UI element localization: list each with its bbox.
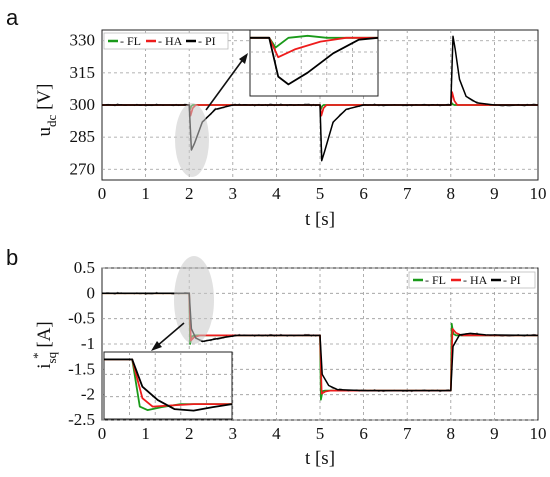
panel-a-xlabel: t [s]: [305, 209, 335, 230]
panel-a-xtick-label: 10: [530, 184, 547, 203]
panel-b-xtick-label: 9: [490, 424, 499, 443]
panel-b-ytick-label: -0.5: [68, 309, 95, 328]
panel-a-xtick-label: 9: [490, 184, 499, 203]
panel-a-legend-ha: - HA: [158, 34, 183, 48]
panel-b-xticks: 0 1 2 3 4 5 6 7 8 9 10: [98, 424, 547, 443]
panel-a-xtick-label: 5: [316, 184, 325, 203]
panel-b-yticks: 0.5 0 -0.5 -1 -1.5 -2 -2.5: [68, 258, 95, 429]
panel-b-xtick-label: 4: [272, 424, 281, 443]
panel-a-xtick-label: 3: [229, 184, 238, 203]
panel-b-xtick-label: 10: [530, 424, 547, 443]
panel-a-inset: [249, 29, 379, 97]
panel-a-legend-pi: - PI: [198, 34, 216, 48]
panel-a-zoom-arrow: [205, 57, 245, 111]
panel-b-xtick-label: 1: [141, 424, 150, 443]
panel-a-xtick-label: 0: [98, 184, 107, 203]
panel-b-inset-frame: [103, 351, 233, 420]
panel-a-legend-box: [103, 32, 229, 50]
panel-a-xtick-label: 2: [185, 184, 194, 203]
panel-b-xlabel: t [s]: [305, 448, 335, 469]
panel-b-inset-series: [104, 358, 233, 412]
panel-a-inset-series: [250, 34, 379, 86]
panel-a-ytick-label: 270: [70, 159, 96, 178]
panel-b-inset-series-pi: [104, 358, 233, 412]
panel-a-xtick-label: 7: [403, 184, 412, 203]
panel-b-ytick-label: -2.5: [68, 410, 95, 429]
panel-a-zoom-arrowhead: [239, 53, 248, 64]
panel-b-ytick-label: 0: [87, 283, 96, 302]
panel-b-ytick-label: -1: [81, 334, 95, 353]
panel-b-legend: - FL - HA - PI: [408, 271, 536, 289]
panel-b-xtick-label: 6: [359, 424, 368, 443]
panel-a-ytick-label: 315: [70, 63, 96, 82]
panel-a-ytick-label: 285: [70, 127, 96, 146]
panel-a-xtick-label: 6: [359, 184, 368, 203]
panel-a-xticks: 0 1 2 3 4 5 6 7 8 9 10: [98, 184, 547, 203]
panel-b-zoom-arrowhead: [151, 341, 162, 351]
panel-a-xtick-label: 4: [272, 184, 281, 203]
panel-a-ytick-label: 300: [70, 95, 96, 114]
panel-a-ytick-label: 330: [70, 31, 96, 50]
panel-b-legend-box: [408, 271, 536, 289]
panel-a-legend: - FL - HA - PI: [103, 32, 229, 50]
panel-a-yticks: 270 285 300 315 330: [70, 31, 96, 179]
panel-a-series-pi-ripple: [101, 35, 536, 160]
panel-b-xtick-label: 0: [98, 424, 107, 443]
panel-b-xtick-label: 3: [229, 424, 238, 443]
panel-b-legend-pi: - PI: [503, 273, 521, 287]
panel-b-xtick-label: 7: [403, 424, 412, 443]
panel-b-xtick-label: 8: [447, 424, 456, 443]
panel-a-inset-series-pi: [250, 36, 379, 86]
panel-b: 0 1 2 3 4 5 6 7 8 9 10 0.5 0 -0.5 -1 -1.5 -2 -2.5 - FL -…: [30, 256, 547, 469]
panel-b-zoom-highlight: [174, 256, 214, 344]
panel-a-legend-fl: - FL: [120, 34, 141, 48]
panel-a-zoom-highlight: [175, 103, 209, 177]
panel-b-letter: b: [6, 245, 18, 270]
panel-b-ytick-label: 0.5: [74, 258, 95, 277]
panel-b-xtick-label: 5: [316, 424, 325, 443]
panel-a-letter: a: [6, 5, 19, 30]
panel-b-ytick-label: -1.5: [68, 359, 95, 378]
panel-b-xtick-label: 2: [185, 424, 194, 443]
panel-b-zoom-arrow: [156, 322, 185, 347]
panel-a-xtick-label: 8: [447, 184, 456, 203]
panel-a: 0 1 2 3 4 5 6 7 8 9 10 270 285 300 315 330 - FL - HA -…: [34, 29, 547, 230]
panel-b-inset: [103, 351, 233, 420]
panel-b-legend-fl: - FL: [425, 273, 446, 287]
panel-a-xtick-label: 1: [141, 184, 150, 203]
panel-b-ylabel: isq* [A]: [30, 321, 59, 368]
panel-b-ytick-label: -2: [81, 385, 95, 404]
panel-b-legend-ha: - HA: [463, 273, 488, 287]
panel-a-ylabel: udc [V]: [34, 84, 59, 137]
